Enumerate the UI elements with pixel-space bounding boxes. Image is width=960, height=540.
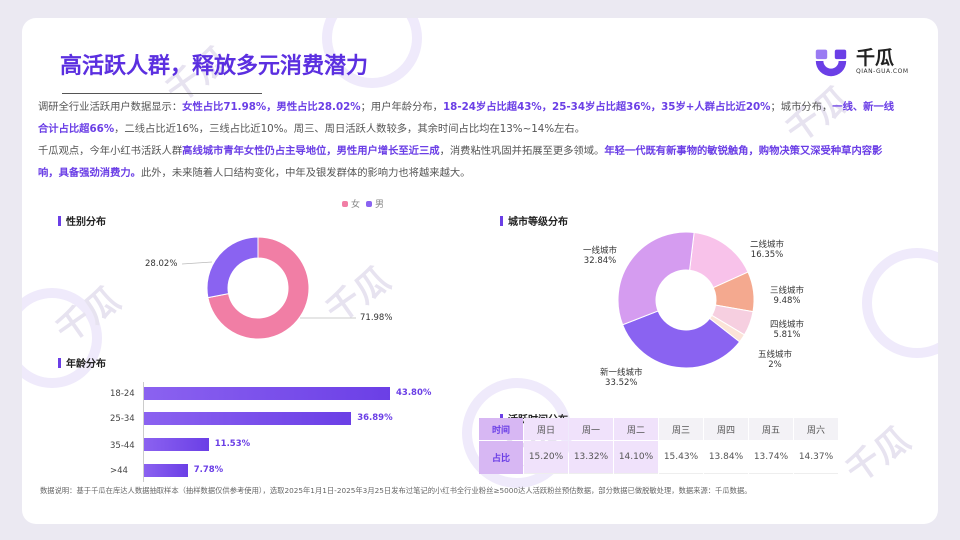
logo-domain: QIAN-GUA.COM bbox=[856, 67, 909, 75]
intro-paragraph-2: 千瓜观点，今年小红书活跃人群高线城市青年女性仍占主导地位，男性用户增长至近三成，… bbox=[38, 140, 900, 184]
city-label-tier4: 四线城市 5.81% bbox=[770, 320, 805, 340]
age-category: >44 bbox=[110, 466, 128, 476]
legend-label-male: 男 bbox=[375, 200, 385, 210]
decor-ring bbox=[22, 288, 102, 388]
table-header-cell: 周四 bbox=[704, 418, 748, 440]
age-category: 25-34 bbox=[110, 414, 135, 424]
table-value-cell: 13.84% bbox=[704, 441, 748, 474]
intro-text-run: 千瓜观点，今年小红书活跃人群 bbox=[38, 145, 183, 157]
age-bar-value: 7.78% bbox=[193, 465, 224, 475]
data-source-footnote: 数据说明：基于千瓜在库达人数据抽取样本（抽样数据仅供参考使用），选取2025年1… bbox=[40, 486, 752, 495]
age-bar bbox=[144, 387, 390, 400]
age-bar bbox=[144, 438, 209, 451]
city-label-tier5: 五线城市 2% bbox=[758, 350, 793, 370]
table-header-cell: 周二 bbox=[614, 418, 658, 440]
city-section-title: 城市等级分布 bbox=[500, 213, 568, 228]
age-section-title: 年龄分布 bbox=[58, 355, 106, 370]
age-bar-value: 43.80% bbox=[396, 388, 432, 398]
legend-swatch-male bbox=[366, 200, 373, 207]
legend-swatch-female bbox=[342, 200, 348, 207]
logo-name: 千瓜 bbox=[856, 46, 895, 69]
intro-text-run: 此外，未来随着人口结构变化，中年及银发群体的影响力也将越来越大。 bbox=[140, 167, 471, 179]
table-value-cell: 13.74% bbox=[749, 441, 793, 474]
table-value-cell: 14.37% bbox=[794, 441, 838, 474]
intro-paragraph-1: 调研全行业活跃用户数据显示：女性占比71.98%，男性占比28.02%；用户年龄… bbox=[38, 96, 900, 140]
intro-text: 调研全行业活跃用户数据显示：女性占比71.98%，男性占比28.02%；用户年龄… bbox=[38, 96, 900, 184]
city-label-new-tier1: 新一线城市 33.52% bbox=[600, 368, 643, 388]
table-row-header: 时间 bbox=[479, 418, 523, 440]
age-bar-value: 11.53% bbox=[214, 439, 251, 449]
watermark-logo: 千瓜 bbox=[48, 279, 128, 352]
table-header-cell: 周一 bbox=[569, 418, 613, 440]
intro-highlight: 年轻一代既有新事物的敏锐触角，购物决策又深受种草内容影响，具备强劲消费力。 bbox=[38, 145, 883, 179]
intro-text-run: ；用户年龄分布， bbox=[360, 101, 443, 113]
brand-logo: 千瓜 QIAN-GUA.COM bbox=[812, 42, 909, 80]
table-value-cell: 15.43% bbox=[659, 441, 703, 474]
active-time-table: 时间 周日 周一 周二 周三 周四 周五 周六 占比 15.20% 13.32% 14.10% 1… bbox=[478, 417, 839, 475]
table-header-cell: 周六 bbox=[794, 418, 838, 440]
intro-text-run: ，消费粘性巩固并拓展至更多领域。 bbox=[439, 145, 605, 157]
age-category: 35-44 bbox=[110, 441, 135, 451]
gender-label-male: 28.02% bbox=[145, 259, 178, 269]
table-value-cell: 15.20% bbox=[524, 441, 568, 474]
brand-logo-icon bbox=[815, 49, 847, 77]
intro-highlight: 一线、新一线合计占比超66% bbox=[38, 101, 895, 135]
age-bar bbox=[144, 464, 188, 477]
city-label-tier2: 二线城市 16.35% bbox=[750, 240, 785, 260]
intro-highlight: 高线城市青年女性仍占主导地位，男性用户增长至近三成 bbox=[182, 145, 440, 157]
intro-highlight: 18-24岁占比超43%，25-34岁占比超36%，35岁+人群占比近20% bbox=[442, 101, 771, 113]
gender-label-female: 71.98% bbox=[360, 313, 393, 323]
table-value-cell: 14.10% bbox=[614, 441, 658, 474]
intro-highlight: 女性占比71.98%，男性占比28.02% bbox=[182, 101, 361, 113]
intro-text-run: ；城市分布， bbox=[770, 101, 833, 113]
intro-text-run: ，二线占比近16%，三线占比近10%。周三、周日活跃人数较多，其余时间占比均在1… bbox=[114, 123, 585, 135]
age-bar bbox=[144, 412, 352, 425]
age-axis-line bbox=[143, 382, 144, 482]
table-header-cell: 周三 bbox=[659, 418, 703, 440]
intro-text-run: 调研全行业活跃用户数据显示： bbox=[38, 101, 183, 113]
table-value-cell: 13.32% bbox=[569, 441, 613, 474]
decor-ring bbox=[862, 248, 938, 358]
city-label-tier1: 一线城市 32.84% bbox=[583, 246, 618, 266]
table-row-header: 占比 bbox=[479, 441, 523, 474]
age-category: 18-24 bbox=[110, 389, 135, 399]
title-underline bbox=[62, 93, 262, 94]
table-header-cell: 周五 bbox=[749, 418, 793, 440]
gender-section-title: 性别分布 bbox=[58, 213, 106, 228]
age-bar-value: 36.89% bbox=[357, 413, 393, 423]
watermark-logo: 千瓜 bbox=[838, 419, 918, 492]
table-header-cell: 周日 bbox=[524, 418, 568, 440]
gender-legend: 女 男 bbox=[336, 197, 384, 210]
city-label-tier3: 三线城市 9.48% bbox=[770, 286, 805, 306]
page-title: 高活跃人群，释放多元消费潜力 bbox=[60, 54, 369, 79]
legend-label-female: 女 bbox=[351, 200, 361, 210]
